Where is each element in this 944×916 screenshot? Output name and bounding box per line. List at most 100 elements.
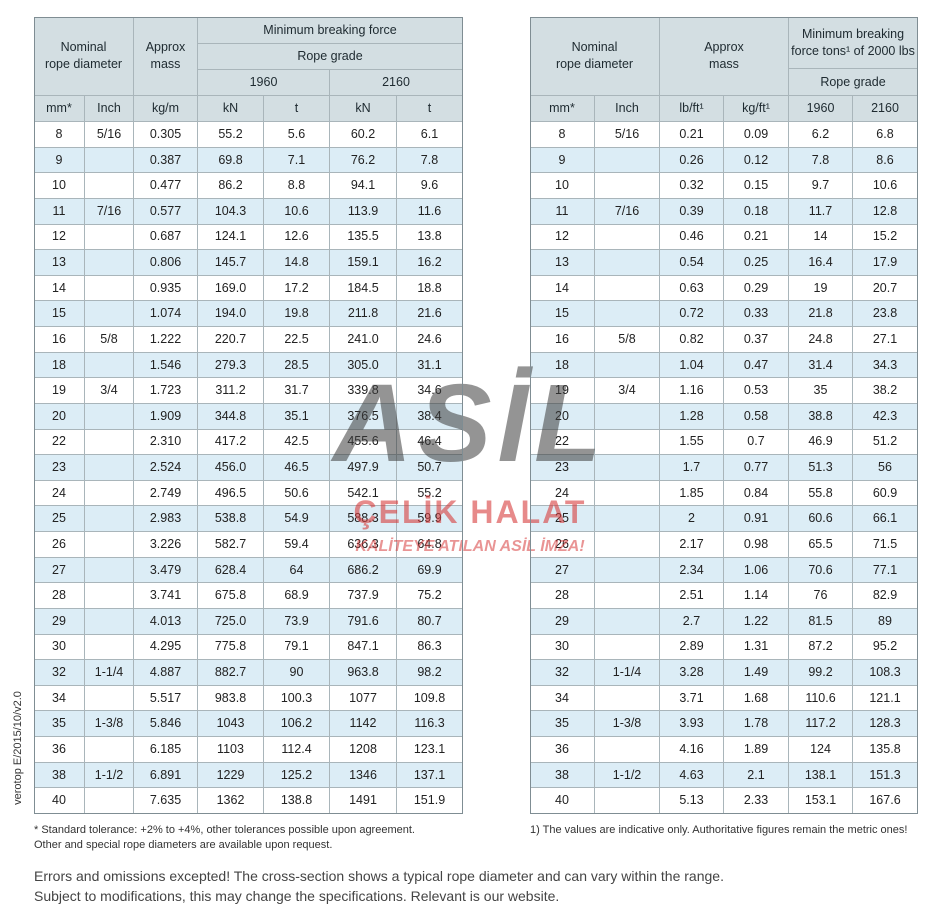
table-cell: 11 <box>530 198 595 225</box>
table-cell: 60.6 <box>789 506 853 533</box>
table-cell: 0.21 <box>660 122 724 148</box>
table-cell: 26 <box>530 532 595 558</box>
table-cell: 22 <box>34 429 85 456</box>
table-cell <box>85 147 134 174</box>
table-cell: 80.7 <box>397 608 463 635</box>
table-cell: 455.6 <box>330 429 397 456</box>
unit-header: kg/ft¹ <box>724 96 789 122</box>
table-cell: 12.8 <box>853 198 918 225</box>
table-cell: 0.25 <box>724 250 789 276</box>
table-cell: 25 <box>530 506 595 533</box>
table-cell: 167.6 <box>853 788 918 814</box>
table-cell: 59.4 <box>264 532 330 558</box>
table-cell: 34.3 <box>853 352 918 379</box>
table-cell: 5/16 <box>595 122 660 148</box>
table-cell <box>595 480 660 507</box>
table-cell: 628.4 <box>198 557 264 584</box>
table-cell: 38 <box>530 762 595 789</box>
table-cell: 54.9 <box>264 506 330 533</box>
table-cell: 5.13 <box>660 788 724 814</box>
table-cell: 3.479 <box>134 557 198 584</box>
table-cell: 31.4 <box>789 352 853 379</box>
table-cell: 3.93 <box>660 711 724 738</box>
table-cell: 2.1 <box>724 762 789 789</box>
column-header: Approx mass <box>134 17 198 96</box>
table-cell: 60.2 <box>330 122 397 148</box>
table-cell <box>595 557 660 584</box>
table-cell: 0.387 <box>134 147 198 174</box>
table-cell: 135.8 <box>853 737 918 763</box>
table-cell: 1.68 <box>724 685 789 712</box>
table-cell: 2.7 <box>660 608 724 635</box>
table-cell: 0.26 <box>660 147 724 174</box>
table-cell: 27 <box>34 557 85 584</box>
table-cell: 81.5 <box>789 608 853 635</box>
table-cell: 68.9 <box>264 583 330 609</box>
table-cell <box>85 275 134 302</box>
table-cell <box>595 737 660 763</box>
unit-header: 1960 <box>789 96 853 122</box>
table-cell: 0.33 <box>724 301 789 328</box>
table-cell: 27.1 <box>853 327 918 353</box>
table-cell: 110.6 <box>789 685 853 712</box>
table-cell: 82.9 <box>853 583 918 609</box>
table-cell: 194.0 <box>198 301 264 328</box>
column-header: Minimum breaking force <box>198 17 463 44</box>
table-cell: 6.891 <box>134 762 198 789</box>
table-cell: 15 <box>34 301 85 328</box>
table-cell: 29 <box>34 608 85 635</box>
table-cell: 311.2 <box>198 378 264 404</box>
table-cell: 19 <box>34 378 85 404</box>
table-cell: 211.8 <box>330 301 397 328</box>
table-cell: 159.1 <box>330 250 397 276</box>
table-cell: 18 <box>530 352 595 379</box>
table-cell: 5/8 <box>85 327 134 353</box>
table-cell: 0.63 <box>660 275 724 302</box>
table-cell: 2 <box>660 506 724 533</box>
table-cell: 116.3 <box>397 711 463 738</box>
table-cell: 0.46 <box>660 224 724 251</box>
table-cell: 3.226 <box>134 532 198 558</box>
table-cell: 0.47 <box>724 352 789 379</box>
table-cell: 10.6 <box>264 198 330 225</box>
table-cell: 1.04 <box>660 352 724 379</box>
table-cell: 15 <box>530 301 595 328</box>
table-cell: 775.8 <box>198 634 264 661</box>
table-cell: 24 <box>34 480 85 507</box>
table-cell <box>595 147 660 174</box>
table-cell: 22 <box>530 429 595 456</box>
table-cell: 13 <box>34 250 85 276</box>
table-cell: 40 <box>530 788 595 814</box>
table-cell: 98.2 <box>397 660 463 686</box>
table-cell <box>85 173 134 199</box>
table-cell: 1-1/2 <box>595 762 660 789</box>
table-cell <box>85 224 134 251</box>
table-cell: 76 <box>789 583 853 609</box>
column-header: Minimum breaking force tons¹ of 2000 lbs <box>789 17 918 69</box>
unit-header: 2160 <box>853 96 918 122</box>
table-cell: 2.34 <box>660 557 724 584</box>
table-cell: 8.6 <box>853 147 918 174</box>
table-cell: 145.7 <box>198 250 264 276</box>
table-cell: 21.6 <box>397 301 463 328</box>
table-cell: 220.7 <box>198 327 264 353</box>
table-cell: 35.1 <box>264 403 330 430</box>
table-cell: 38.2 <box>853 378 918 404</box>
table-cell: 344.8 <box>198 403 264 430</box>
table-cell: 305.0 <box>330 352 397 379</box>
table-cell: 34 <box>530 685 595 712</box>
table-cell: 737.9 <box>330 583 397 609</box>
table-cell: 19 <box>789 275 853 302</box>
table-cell: 4.16 <box>660 737 724 763</box>
table-cell: 184.5 <box>330 275 397 302</box>
table-cell: 86.3 <box>397 634 463 661</box>
table-cell: 882.7 <box>198 660 264 686</box>
table-cell: 12 <box>530 224 595 251</box>
table-cell: 1043 <box>198 711 264 738</box>
table-cell: 51.2 <box>853 429 918 456</box>
table-cell <box>85 403 134 430</box>
table-cell: 0.82 <box>660 327 724 353</box>
table-cell: 70.6 <box>789 557 853 584</box>
footnote: 1) The values are indicative only. Autho… <box>530 824 908 836</box>
table-cell: 28 <box>530 583 595 609</box>
